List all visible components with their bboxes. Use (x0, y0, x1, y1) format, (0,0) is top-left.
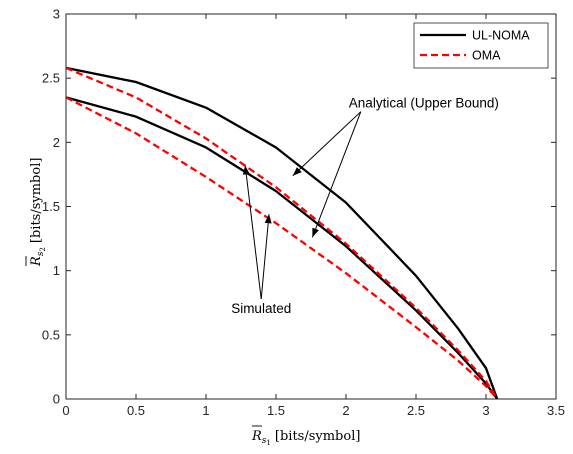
annotation-simulated: Simulated (231, 301, 291, 316)
plot-frame (65, 13, 557, 400)
x-tick-label: 1.5 (267, 403, 285, 418)
y-tick-label: 1 (53, 263, 60, 278)
legend: UL-NOMA OMA (413, 22, 549, 69)
y-tick-label: 1.5 (42, 199, 60, 214)
legend-label-oma: OMA (472, 49, 501, 63)
annotation-arrow-simulated-1 (260, 214, 272, 300)
y-axis-label-subsub: 2 (39, 247, 47, 251)
series-line-ul-noma-lower (65, 96, 499, 400)
annotation-analytical-upper-bound: Analytical (Upper Bound) (349, 96, 499, 111)
x-tick-label: 3.5 (547, 403, 565, 418)
y-axis-label-units: [bits/symbol] (29, 158, 44, 244)
annotation-arrow-simulated-0 (242, 165, 262, 300)
y-tick-label: 0 (53, 392, 60, 407)
annotation-arrow-analytical-upper-bound-0 (292, 111, 362, 177)
legend-box (413, 22, 549, 69)
annotation-arrow-analytical-upper-bound-1 (311, 111, 362, 238)
x-tick-label: 2 (342, 403, 349, 418)
plot-background (66, 14, 556, 399)
series-line-oma-lower (65, 96, 499, 400)
x-axis-label-subsub: 1 (266, 439, 270, 447)
annotations-layer: Analytical (Upper Bound) Simulated (231, 96, 499, 316)
x-axis-label: Rs1 [bits/symbol] (251, 425, 360, 447)
y-axis-label: Rs2 [bits/symbol] (25, 158, 47, 267)
x-tick-label: 0 (62, 403, 69, 418)
ticks-layer: 0 0.5 1 1.5 2 2.5 3 3.5 0 0.5 1 1.5 2 2.5 3 (42, 7, 565, 419)
y-tick-label: 3 (53, 7, 60, 22)
x-tick-label: 0.5 (127, 403, 145, 418)
x-tick-label: 2.5 (407, 403, 425, 418)
series-line-ul-noma-upper (65, 66, 499, 400)
legend-label-ul-noma: UL-NOMA (472, 29, 530, 43)
y-axis-label-sub: s (36, 251, 46, 256)
y-tick-label: 2.5 (42, 71, 60, 86)
x-axis-label-units: [bits/symbol] (275, 429, 361, 444)
y-tick-label: 2 (53, 135, 60, 150)
y-axis-label-symbol: R (29, 256, 44, 267)
y-tick-label: 0.5 (42, 327, 60, 342)
x-axis-label-symbol: R (251, 429, 262, 444)
x-tick-label: 3 (482, 403, 489, 418)
x-tick-label: 1 (202, 403, 209, 418)
svg-text:Rs2[bits/symbol]: Rs2 [bits/symbol] (29, 158, 47, 267)
svg-text:Rs1[bits/symbol]: Rs1 [bits/symbol] (251, 429, 360, 447)
series-line-oma-upper (65, 66, 499, 400)
x-axis-label-sub: s (262, 436, 267, 446)
series-layer (65, 66, 499, 400)
